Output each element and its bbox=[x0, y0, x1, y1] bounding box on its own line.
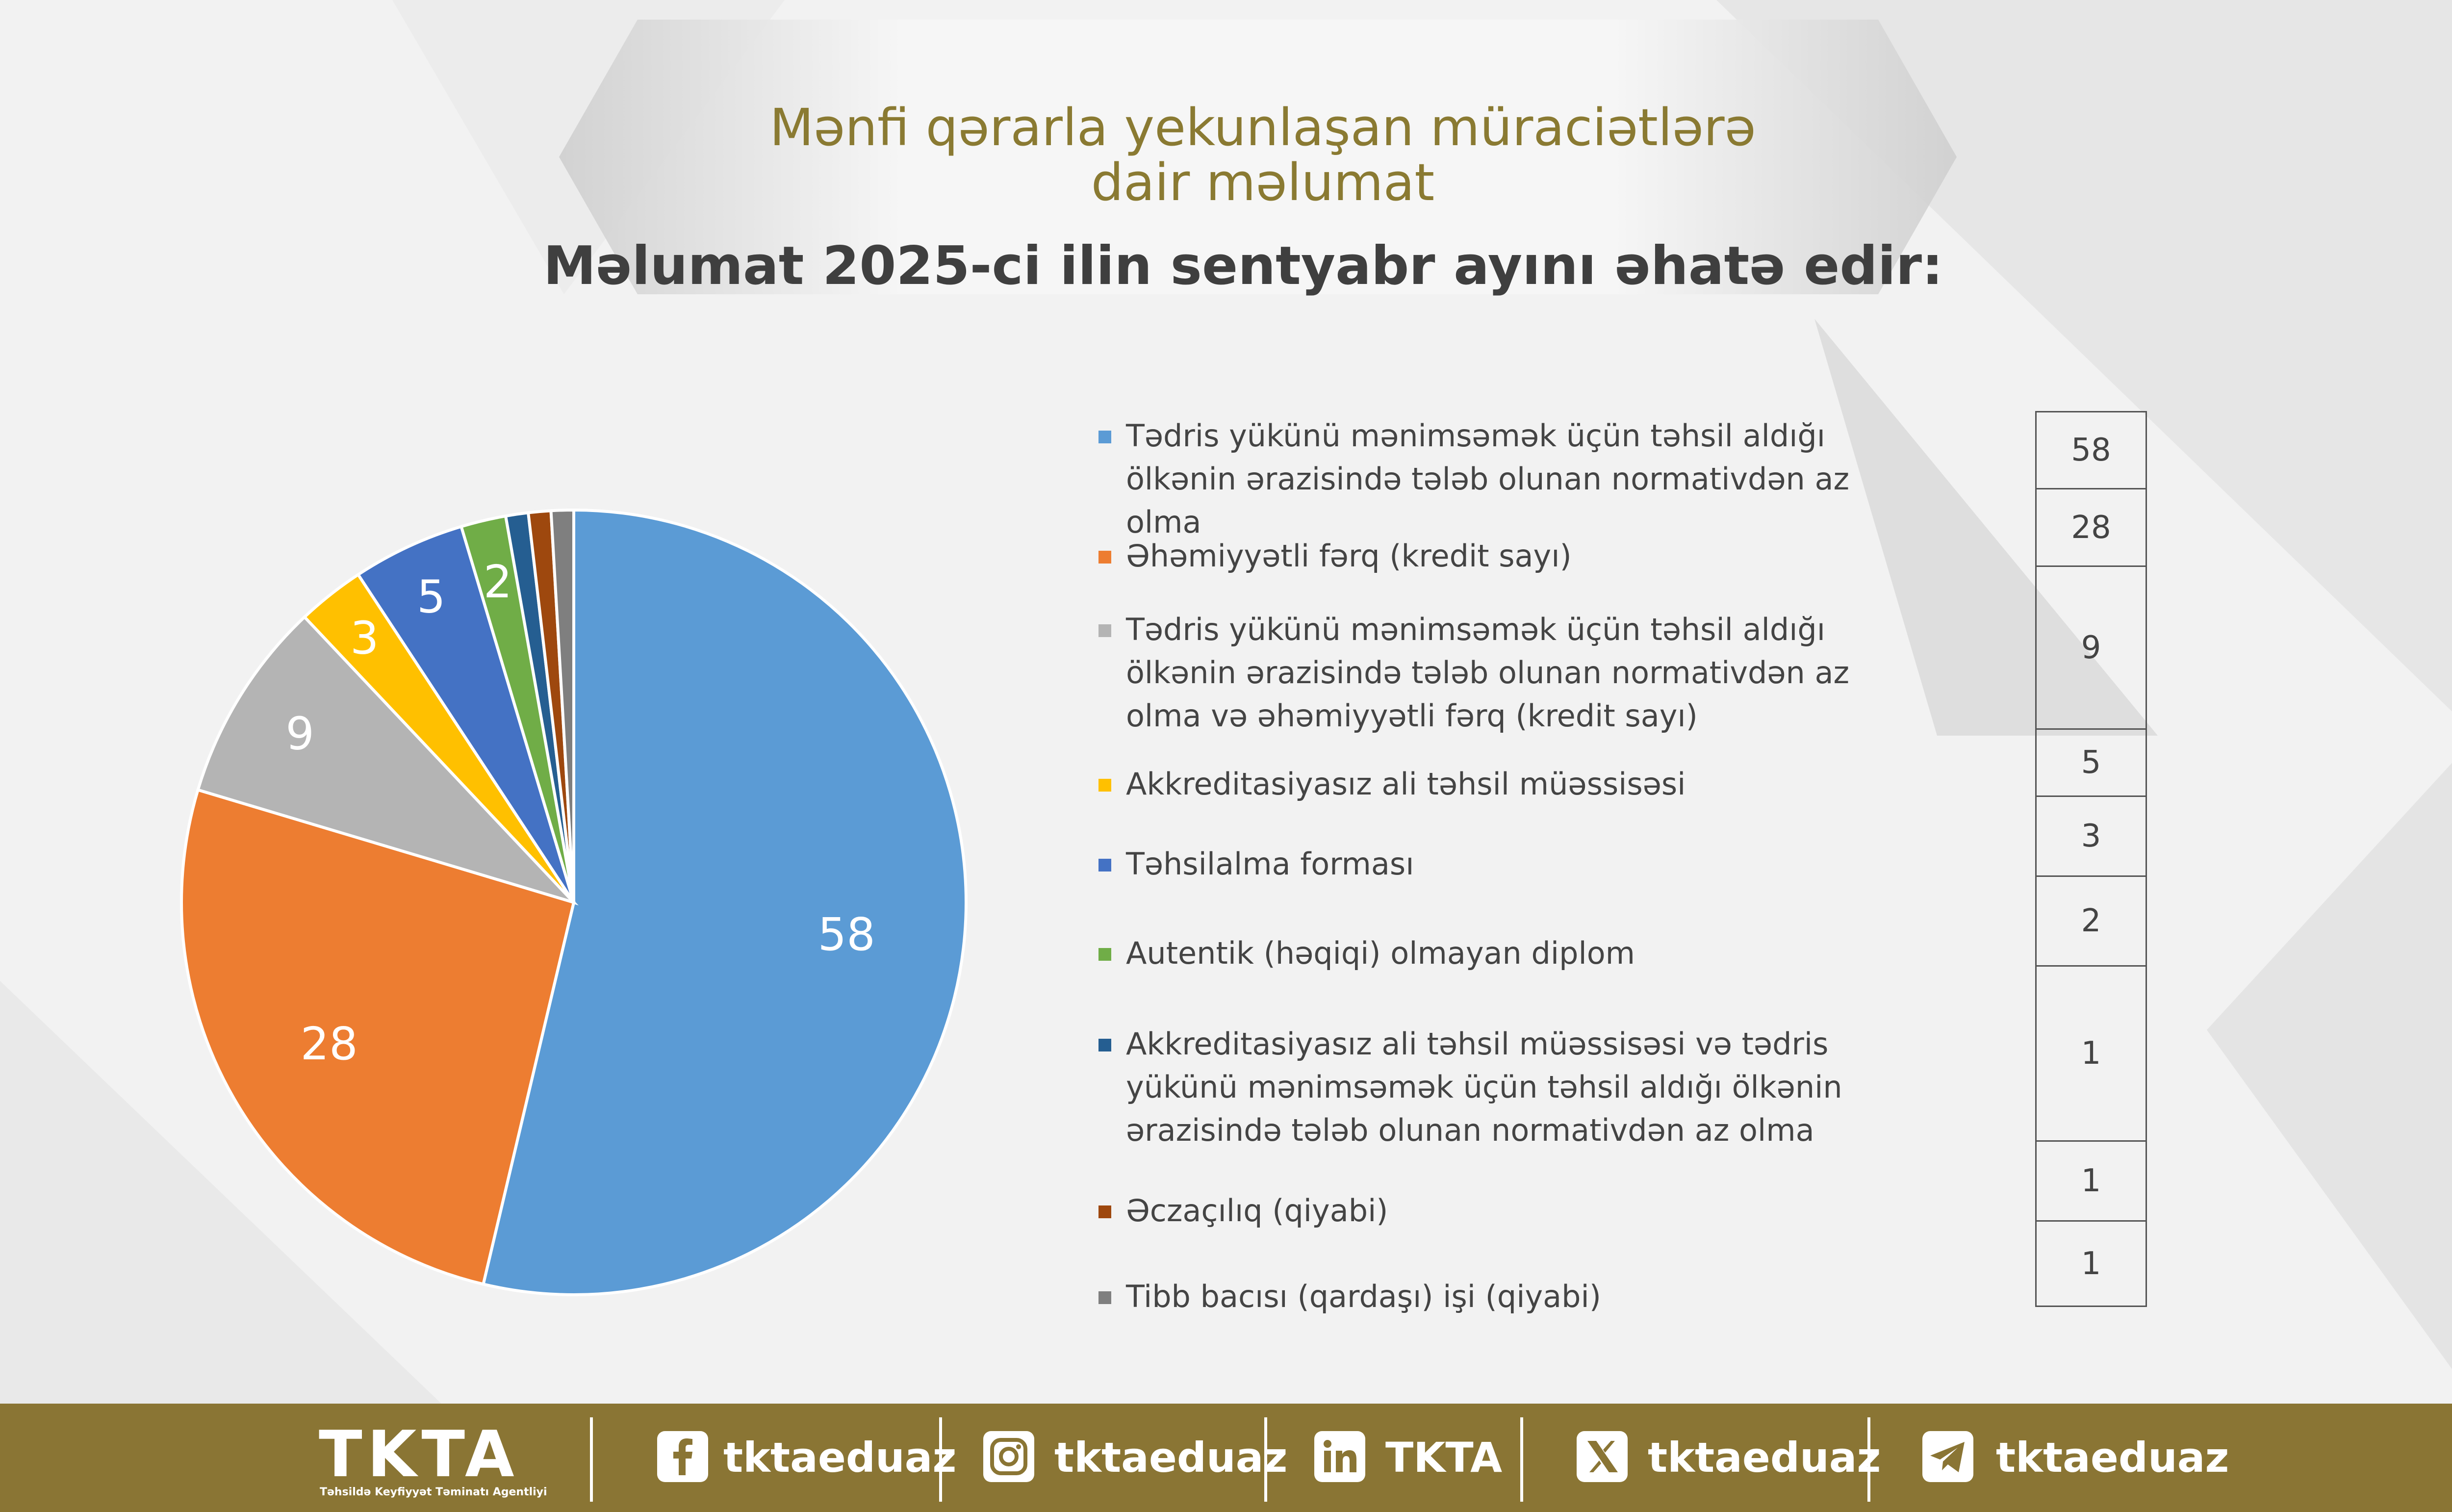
legend-label: Əczaçılıq (qiyabi) bbox=[1126, 1193, 1388, 1229]
pie-slice bbox=[196, 615, 579, 906]
legend-item: Əczaçılıq (qiyabi) bbox=[1098, 1189, 1922, 1232]
value-cell: 3 bbox=[2035, 795, 2147, 877]
legend-label: Autentik (həqiqi) olmayan diplom bbox=[1126, 935, 1635, 971]
legend-swatch bbox=[1098, 948, 1111, 961]
value-cell: 1 bbox=[2035, 1140, 2147, 1222]
legend-swatch bbox=[1098, 1205, 1111, 1218]
facebook-icon[interactable] bbox=[657, 1431, 708, 1482]
legend-swatch bbox=[1098, 551, 1111, 564]
footer-divider bbox=[939, 1417, 942, 1502]
page-title-line2: dair məlumat bbox=[1091, 153, 1435, 212]
footer-divider bbox=[1867, 1417, 1870, 1502]
value-cell: 58 bbox=[2035, 411, 2147, 489]
telegram-link[interactable]: tktaeduaz bbox=[1996, 1434, 2229, 1482]
pie-slice bbox=[481, 508, 968, 1296]
legend-item: Tibb bacısı (qardaşı) işi (qiyabi) bbox=[1098, 1275, 1922, 1318]
legend-label: Tədris yükünü mənimsəmək üçün təhsil ald… bbox=[1126, 418, 1850, 540]
legend-item: Tədris yükünü mənimsəmək üçün təhsil ald… bbox=[1098, 414, 1922, 544]
page-title-line1: Mənfi qərarla yekunlaşan müraciətlərə bbox=[769, 98, 1756, 157]
pie-slice-label: 2 bbox=[484, 556, 512, 608]
legend-item: Tədris yükünü mənimsəmək üçün təhsil ald… bbox=[1098, 608, 1922, 738]
legend-label: Əhəmiyyətli fərq (kredit sayı) bbox=[1126, 538, 1572, 574]
legend-item: Akkreditasiyasız ali təhsil müəssisəsi v… bbox=[1098, 1023, 1942, 1152]
linkedin-icon[interactable] bbox=[1314, 1431, 1365, 1482]
page-subtitle: Məlumat 2025-ci ilin sentyabr ayını əhat… bbox=[543, 235, 1943, 297]
value-cell: 9 bbox=[2035, 565, 2147, 730]
tkta-logo: TKTA bbox=[319, 1417, 519, 1491]
pie-slice bbox=[549, 508, 575, 903]
legend-label: Tibb bacısı (qardaşı) işi (qiyabi) bbox=[1126, 1279, 1601, 1314]
instagram-icon[interactable] bbox=[983, 1431, 1034, 1482]
pie-slice-label: 5 bbox=[417, 570, 446, 623]
legend-item: Əhəmiyyətli fərq (kredit sayı) bbox=[1098, 535, 1922, 578]
footer-bar: TKTA Təhsildə Keyfiyyət Təminatı Agentli… bbox=[0, 1404, 2452, 1512]
value-cell: 1 bbox=[2035, 1220, 2147, 1307]
legend-swatch bbox=[1098, 431, 1111, 443]
footer-divider bbox=[1264, 1417, 1267, 1502]
legend-item: Akkreditasiyasız ali təhsil müəssisəsi bbox=[1098, 763, 1922, 806]
pie-chart: 58 28 935 2 bbox=[179, 508, 968, 1296]
value-cell: 5 bbox=[2035, 728, 2147, 797]
legend-swatch bbox=[1098, 1291, 1111, 1304]
tkta-logo-subtitle: Təhsildə Keyfiyyət Təminatı Agentliyi bbox=[320, 1486, 547, 1498]
footer-divider bbox=[1520, 1417, 1523, 1502]
value-cell: 28 bbox=[2035, 488, 2147, 567]
x-link[interactable]: tktaeduaz bbox=[1648, 1434, 1881, 1482]
footer-divider bbox=[590, 1417, 593, 1502]
pie-slice-label: 28 bbox=[301, 1018, 358, 1070]
telegram-icon[interactable] bbox=[1922, 1431, 1973, 1482]
x-icon[interactable] bbox=[1577, 1431, 1628, 1482]
legend-swatch bbox=[1098, 624, 1111, 637]
title-banner bbox=[559, 20, 1957, 294]
legend-label: Akkreditasiyasız ali təhsil müəssisəsi v… bbox=[1126, 1026, 1842, 1148]
pie-slice-label: 3 bbox=[350, 612, 379, 664]
pie-slice bbox=[356, 524, 575, 903]
legend-label: Tədris yükünü mənimsəmək üçün təhsil ald… bbox=[1126, 612, 1850, 734]
instagram-link[interactable]: tktaeduaz bbox=[1054, 1434, 1288, 1482]
legend-swatch bbox=[1098, 779, 1111, 792]
legend-swatch bbox=[1098, 1039, 1111, 1051]
legend-item: Autentik (həqiqi) olmayan diplom bbox=[1098, 932, 1922, 975]
pie-slice-label: 58 bbox=[818, 908, 875, 961]
linkedin-link[interactable]: TKTA bbox=[1385, 1434, 1503, 1482]
facebook-link[interactable]: tktaeduaz bbox=[723, 1434, 957, 1482]
value-cell: 1 bbox=[2035, 965, 2147, 1142]
pie-slice-label: 9 bbox=[285, 708, 314, 760]
pie-slice bbox=[179, 788, 576, 1286]
value-cell: 2 bbox=[2035, 875, 2147, 967]
legend-swatch bbox=[1098, 859, 1111, 871]
legend-label: Akkreditasiyasız ali təhsil müəssisəsi bbox=[1126, 766, 1686, 802]
legend-label: Təhsilalma forması bbox=[1126, 846, 1414, 882]
legend-item: Təhsilalma forması bbox=[1098, 843, 1922, 886]
